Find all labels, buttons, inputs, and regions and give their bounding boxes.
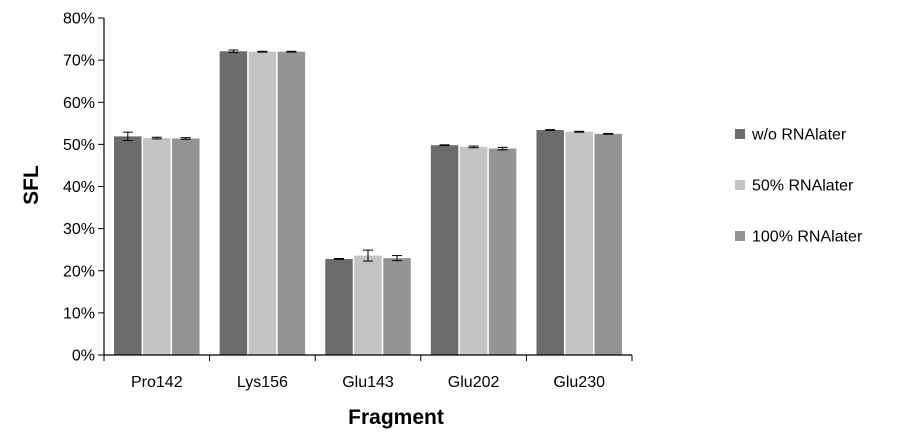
y-tick-label: 40% xyxy=(63,179,95,196)
x-tick-label: Pro142 xyxy=(131,374,183,391)
x-tick-label: Glu143 xyxy=(342,374,394,391)
x-tick-label: Glu230 xyxy=(553,374,605,391)
bar xyxy=(249,52,277,355)
bar xyxy=(143,138,171,355)
y-tick-label: 10% xyxy=(63,305,95,322)
bar xyxy=(114,136,142,355)
bar xyxy=(383,258,411,355)
bar xyxy=(220,51,248,355)
y-tick-label: 80% xyxy=(63,11,95,28)
bar xyxy=(594,134,622,355)
y-tick-label: 70% xyxy=(63,53,95,70)
bar xyxy=(536,130,564,355)
bar xyxy=(172,138,200,355)
legend-swatch xyxy=(735,231,745,241)
bar xyxy=(354,256,382,355)
y-tick-label: 50% xyxy=(63,137,95,154)
legend-swatch xyxy=(735,129,745,139)
bar xyxy=(565,132,593,355)
x-tick-label: Lys156 xyxy=(237,374,288,391)
x-axis-title: Fragment xyxy=(348,406,444,429)
y-tick-label: 30% xyxy=(63,221,95,238)
bar xyxy=(325,259,353,355)
y-tick-label: 0% xyxy=(72,348,95,365)
legend: w/o RNAlater 50% RNAlater 100% RNAlater xyxy=(735,127,863,246)
bars-layer xyxy=(114,51,622,355)
x-tick-label: Glu202 xyxy=(448,374,500,391)
bar xyxy=(278,52,306,355)
bar xyxy=(460,147,488,355)
y-tick-label: 60% xyxy=(63,95,95,112)
y-tick-label: 20% xyxy=(63,263,95,280)
legend-swatch xyxy=(735,180,745,190)
bar xyxy=(489,149,516,355)
legend-label: 50% RNAlater xyxy=(752,178,854,195)
y-axis-title: SFL xyxy=(20,165,43,205)
legend-label: w/o RNAlater xyxy=(751,127,847,144)
legend-label: 100% RNAlater xyxy=(752,229,863,246)
bar xyxy=(431,145,459,355)
